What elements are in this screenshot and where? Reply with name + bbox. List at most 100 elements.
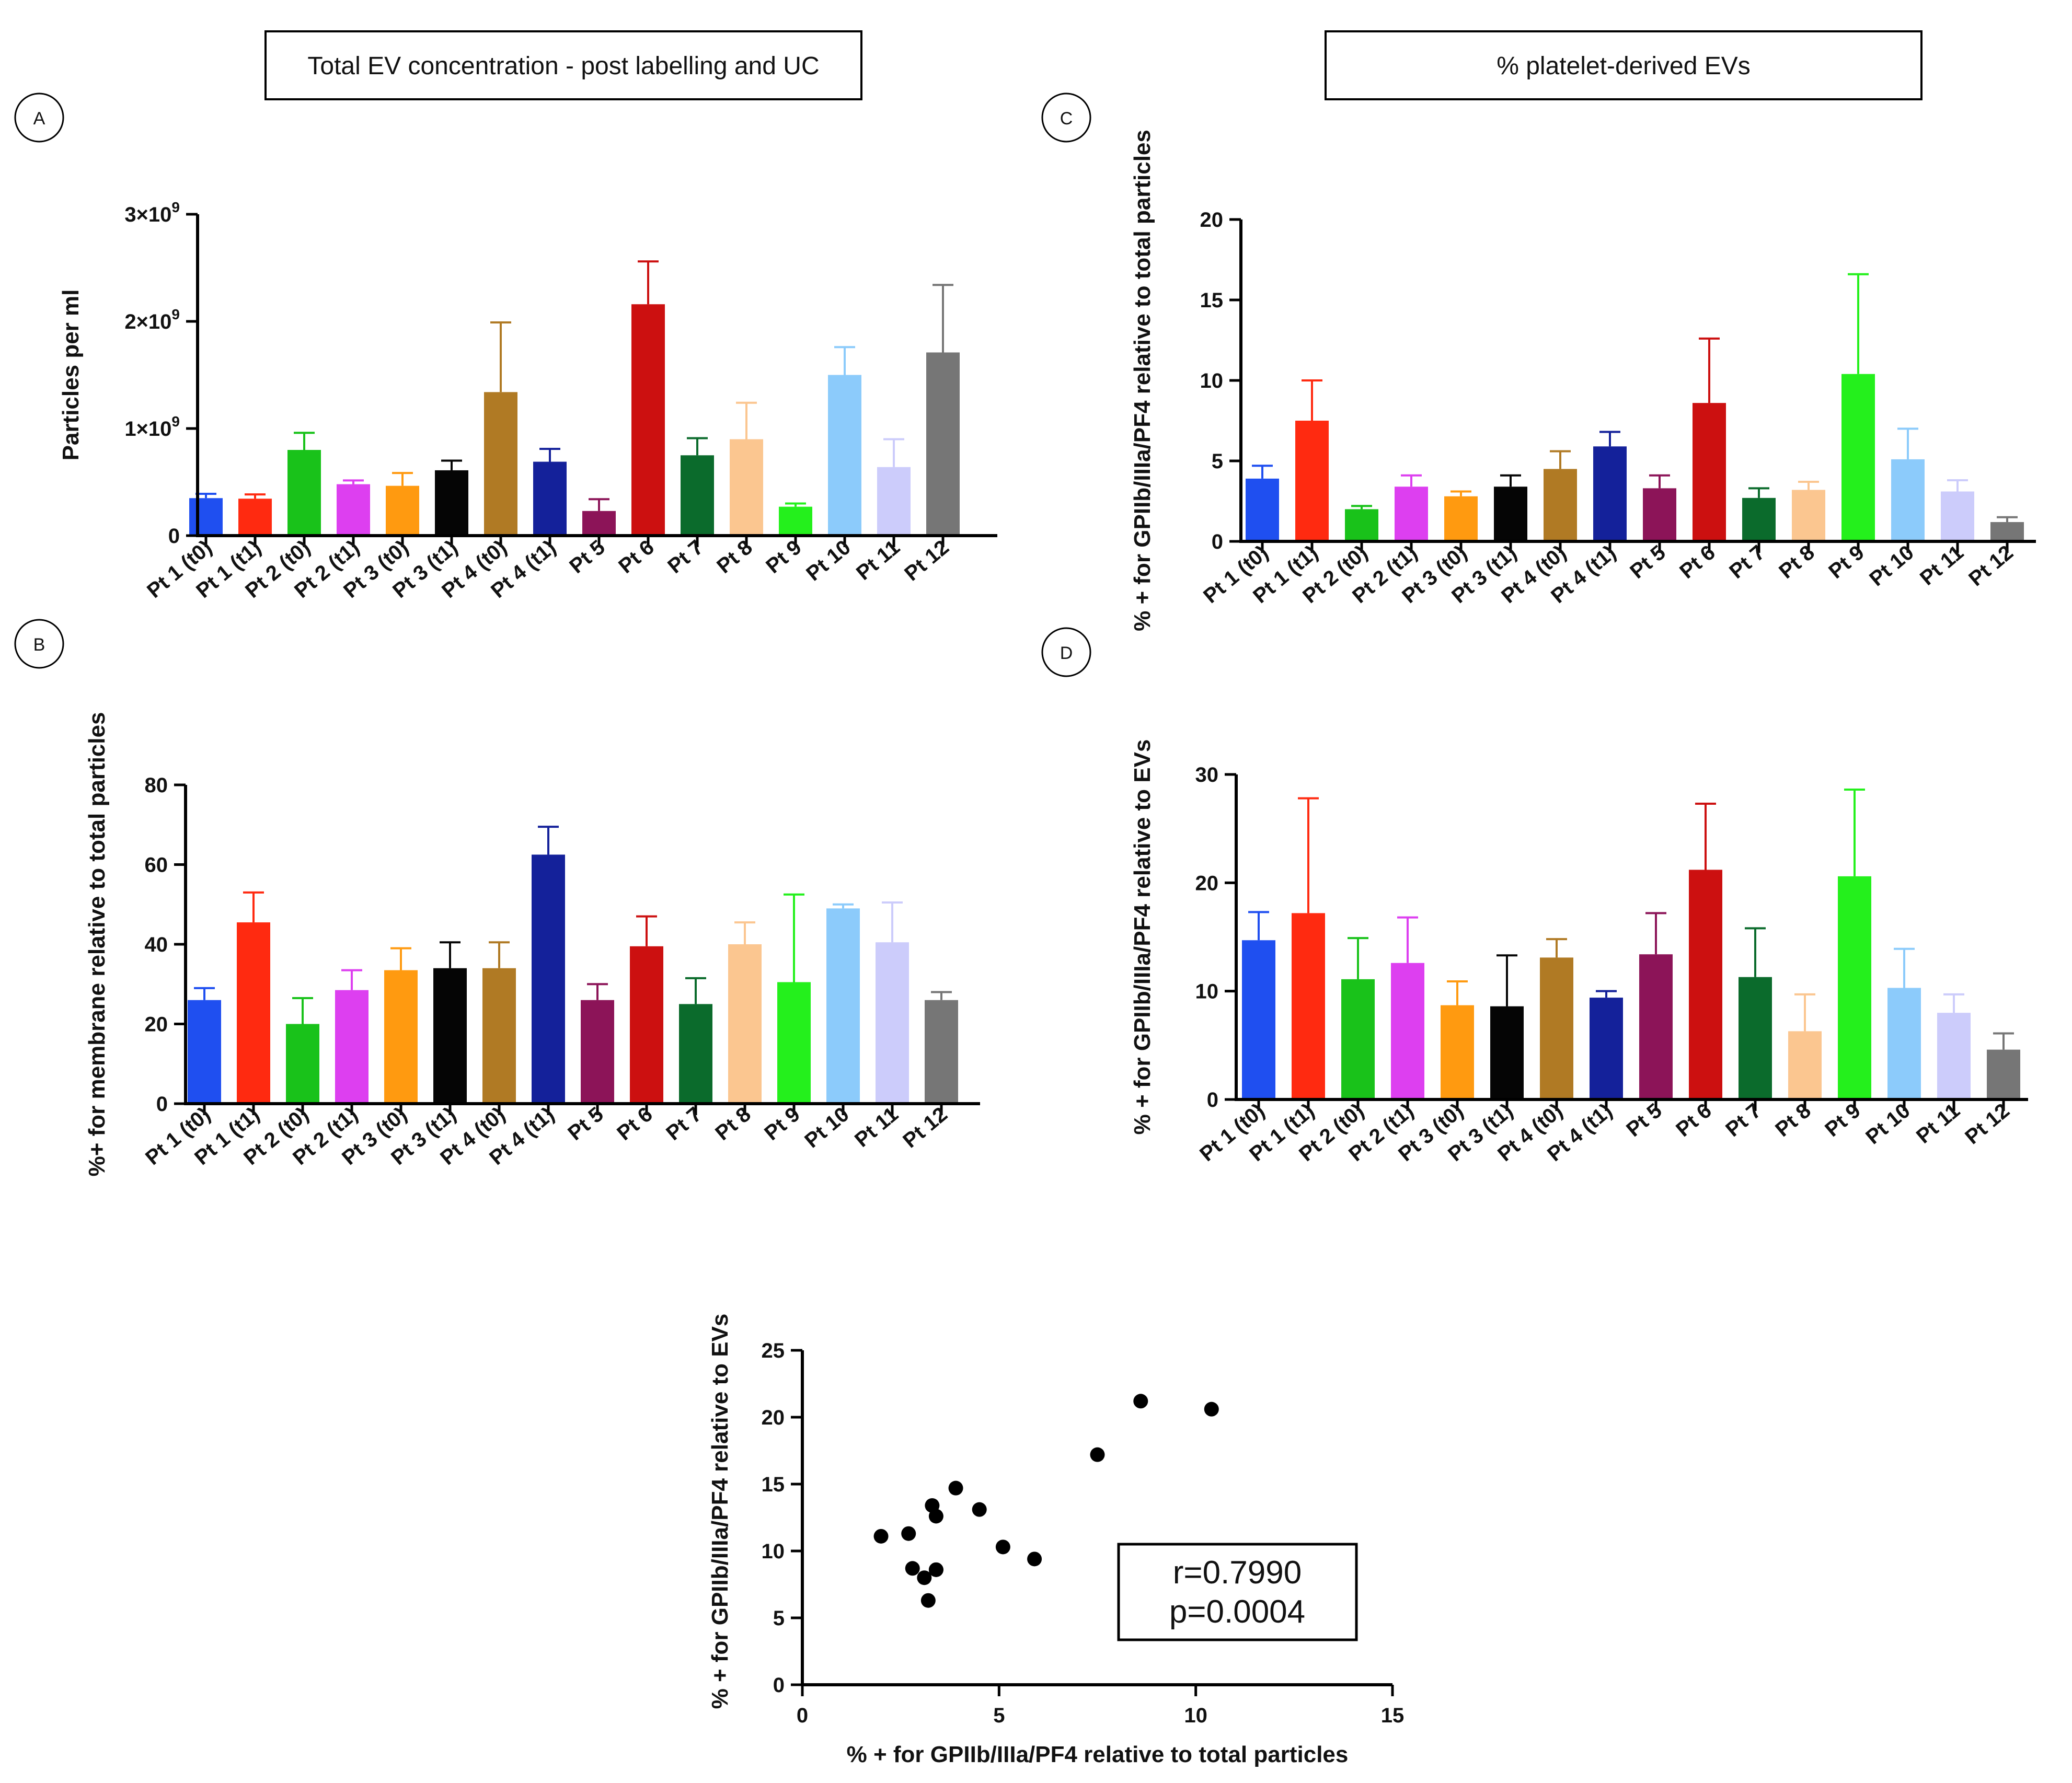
correlation-p: p=0.0004 (1169, 1594, 1305, 1630)
panel-e-point (917, 1570, 932, 1585)
panel-b-bar-pt-2-t1 (335, 990, 369, 1104)
panel-d-bar-pt-12 (1987, 1049, 2020, 1099)
panel-a-y-axis-label: Particles per ml (58, 290, 84, 461)
panel-b-y-axis-label: %+ for membrane relative to total partic… (84, 712, 110, 1177)
svg-text:C: C (1060, 109, 1073, 129)
panel-d-bar-pt-3-t1 (1490, 1006, 1524, 1099)
panel-d-bar-pt-4-t0 (1540, 957, 1573, 1099)
panel-d-xtick-label-pt-11: Pt 11 (1912, 1099, 1964, 1148)
panel-e-xtick-label: 0 (797, 1704, 808, 1727)
panel-a-bar-pt-1-t0 (189, 498, 223, 536)
panel-b-bar-pt-11 (876, 942, 909, 1104)
panel-c-ytick-label: 15 (1200, 289, 1224, 312)
panel-b-xtick-label-pt-7: Pt 7 (662, 1103, 706, 1145)
panel-c-bar-pt-12 (1990, 522, 2024, 541)
panel-d-bar-pt-2-t1 (1391, 963, 1424, 1099)
panel-c-xtick-label-pt-5: Pt 5 (1626, 541, 1670, 583)
panel-a-xtick-label-pt-11: Pt 11 (852, 536, 904, 585)
panel-b-bar-pt-3-t1 (433, 968, 467, 1104)
panel-d-bar-pt-4-t1 (1590, 998, 1623, 1099)
panel-c-ytick-label: 20 (1200, 209, 1224, 231)
panel-a-bar-pt-3-t1 (435, 470, 468, 536)
panel-c-bar-pt-6 (1693, 403, 1726, 541)
panel-e-point (1133, 1394, 1148, 1409)
panel-a-ytick-label: 3×109 (124, 199, 180, 226)
panel-b-bar-pt-4-t1 (532, 854, 565, 1104)
panel-c-xtick-label-pt-11: Pt 11 (1916, 541, 1968, 590)
panel-e-point (928, 1562, 943, 1577)
panel-label-d: D (1041, 627, 1091, 677)
panel-a-xtick-label-pt-6: Pt 6 (614, 536, 658, 578)
panel-b-xtick-label-pt-11: Pt 11 (850, 1103, 903, 1152)
panel-a-bar-pt-11 (877, 467, 911, 536)
panel-a-bar-pt-8 (730, 439, 763, 536)
panel-c-bar-pt-1-t1 (1295, 421, 1329, 541)
panel-e-ytick-label: 25 (762, 1339, 785, 1362)
panel-c-bar-pt-3-t1 (1494, 487, 1527, 541)
panel-d-ytick-label: 10 (1195, 980, 1219, 1003)
panel-e-xtick-label: 5 (993, 1704, 1005, 1727)
panel-d-bar-pt-1-t0 (1242, 940, 1275, 1099)
panel-c-ytick-label: 0 (1212, 530, 1223, 553)
panel-a-xtick-label-pt-10: Pt 10 (802, 536, 855, 585)
panel-a-ytick-label: 0 (168, 525, 180, 548)
panel-a-bar-pt-9 (779, 506, 812, 536)
panel-a-xtick-label-pt-7: Pt 7 (663, 536, 707, 578)
panel-d-bar-pt-7 (1739, 977, 1772, 1099)
panel-d-xtick-label-pt-12: Pt 12 (1961, 1099, 2014, 1149)
panel-a-bar-pt-6 (631, 304, 665, 536)
panel-d-xtick-label-pt-8: Pt 8 (1771, 1099, 1815, 1141)
panel-e-point (873, 1529, 889, 1544)
panel-a-ytick-label: 1×109 (124, 413, 180, 441)
panel-d-bar-pt-10 (1887, 988, 1921, 1099)
panel-e-point (1204, 1402, 1219, 1417)
panel-a-bar-pt-2-t1 (337, 484, 370, 536)
panel-a-bar-pt-10 (828, 375, 861, 536)
panel-c-bar-pt-2-t0 (1345, 509, 1378, 541)
panel-label-a: A (14, 92, 64, 143)
panel-d-bar-pt-11 (1937, 1013, 1971, 1099)
panel-d-xtick-label-pt-10: Pt 10 (1861, 1099, 1915, 1149)
right-title: % platelet-derived EVs (1325, 30, 1923, 100)
panel-a-xtick-label-pt-12: Pt 12 (900, 536, 953, 585)
panel-e-point (948, 1480, 963, 1496)
panel-label-b: B (14, 619, 64, 669)
svg-text:A: A (33, 109, 45, 129)
panel-c-y-axis-label: % + for GPIIb/IIIa/PF4 relative to total… (1130, 130, 1155, 631)
panel-d-ytick-label: 30 (1195, 763, 1219, 786)
panel-e-ytick-label: 15 (762, 1473, 785, 1496)
panel-e-point (972, 1502, 987, 1517)
panel-d-bar-chart: Pt 1 (t0)Pt 1 (t1)Pt 2 (t0)Pt 2 (t1)Pt 3… (1130, 739, 2028, 1166)
panel-e-point (1027, 1552, 1042, 1567)
panel-b-bar-pt-8 (728, 944, 762, 1104)
panel-b-bar-pt-12 (925, 1000, 958, 1104)
panel-e-point (905, 1561, 920, 1576)
panel-b-xtick-label-pt-9: Pt 9 (760, 1103, 804, 1145)
panel-e-point (920, 1593, 936, 1608)
panel-c-ytick-label: 5 (1212, 450, 1223, 473)
panel-a-xtick-label-pt-5: Pt 5 (565, 536, 609, 578)
panel-a-xtick-label-pt-8: Pt 8 (712, 536, 756, 578)
panel-a-ytick-label: 2×109 (124, 306, 180, 333)
panel-b-xtick-label-pt-8: Pt 8 (711, 1103, 755, 1145)
panel-c-xtick-label-pt-7: Pt 7 (1725, 541, 1769, 583)
panel-c-xtick-label-pt-10: Pt 10 (1865, 541, 1918, 591)
panel-d-xtick-label-pt-5: Pt 5 (1622, 1099, 1666, 1141)
panel-d-bar-pt-5 (1639, 954, 1673, 1099)
correlation-box: r=0.7990 p=0.0004 (1117, 1543, 1358, 1641)
panel-c-bar-pt-8 (1792, 490, 1825, 541)
panel-a-bar-pt-1-t1 (238, 499, 272, 536)
svg-text:B: B (33, 635, 45, 655)
panel-b-bar-pt-4-t0 (482, 968, 516, 1104)
panel-e-xtick-label: 15 (1381, 1704, 1405, 1727)
panel-c-xtick-label-pt-9: Pt 9 (1824, 541, 1868, 583)
panel-e-point (901, 1526, 916, 1541)
left-title: Total EV concentration - post labelling … (264, 30, 862, 100)
panel-c-bar-pt-10 (1891, 459, 1925, 541)
panel-d-bar-pt-2-t0 (1341, 979, 1375, 1099)
panel-d-bar-pt-3-t0 (1441, 1005, 1474, 1099)
panel-d-xtick-label-pt-9: Pt 9 (1821, 1099, 1864, 1141)
panel-a-bar-pt-12 (926, 352, 960, 536)
panel-b-bar-pt-6 (630, 946, 663, 1104)
